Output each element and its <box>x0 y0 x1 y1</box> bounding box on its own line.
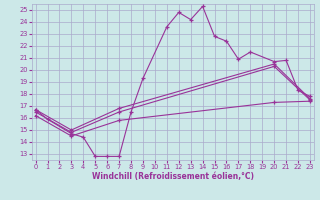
X-axis label: Windchill (Refroidissement éolien,°C): Windchill (Refroidissement éolien,°C) <box>92 172 254 181</box>
